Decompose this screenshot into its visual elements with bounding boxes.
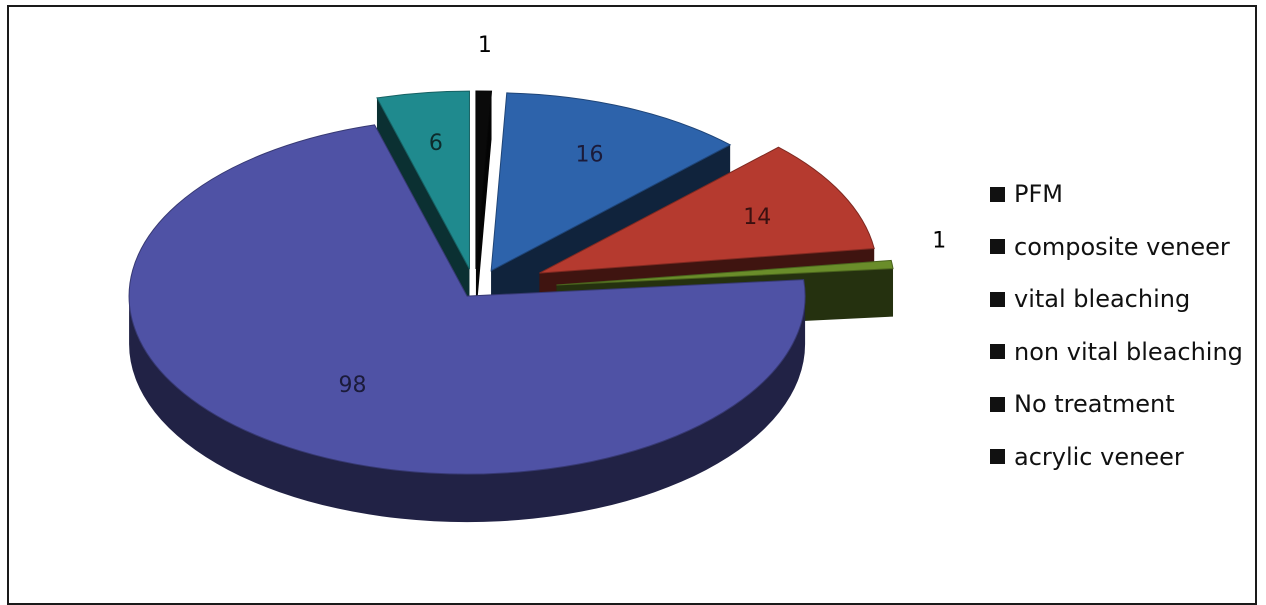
legend-swatch xyxy=(990,397,1005,412)
legend-label: acrylic veneer xyxy=(1014,443,1184,471)
data-label-pfm: 1 xyxy=(478,33,492,58)
legend-item-acrylic-veneer: acrylic veneer xyxy=(990,431,1243,484)
legend-label: PFM xyxy=(1014,180,1063,208)
slice-top xyxy=(476,91,492,269)
legend: PFM composite veneer vital bleaching non… xyxy=(990,168,1243,483)
legend-swatch xyxy=(990,239,1005,254)
legend-item-composite-veneer: composite veneer xyxy=(990,221,1243,274)
legend-label: vital bleaching xyxy=(1014,285,1190,313)
legend-label: composite veneer xyxy=(1014,233,1230,261)
data-label-non-vital-bleaching: 1 xyxy=(932,229,946,254)
data-label-composite-veneer: 16 xyxy=(575,142,603,167)
legend-swatch xyxy=(990,449,1005,464)
data-label-vital-bleaching: 14 xyxy=(743,205,771,230)
legend-swatch xyxy=(990,292,1005,307)
pie-slice-pfm xyxy=(476,91,492,317)
data-label-no-treatment: 98 xyxy=(338,373,366,398)
legend-item-vital-bleaching: vital bleaching xyxy=(990,273,1243,326)
legend-swatch xyxy=(990,187,1005,202)
legend-item-no-treatment: No treatment xyxy=(990,378,1243,431)
legend-label: No treatment xyxy=(1014,390,1175,418)
data-label-acrylic-veneer: 6 xyxy=(429,131,443,156)
legend-label: non vital bleaching xyxy=(1014,338,1243,366)
legend-item-pfm: PFM xyxy=(990,168,1243,221)
legend-item-non-vital-bleaching: non vital bleaching xyxy=(990,326,1243,379)
legend-swatch xyxy=(990,344,1005,359)
